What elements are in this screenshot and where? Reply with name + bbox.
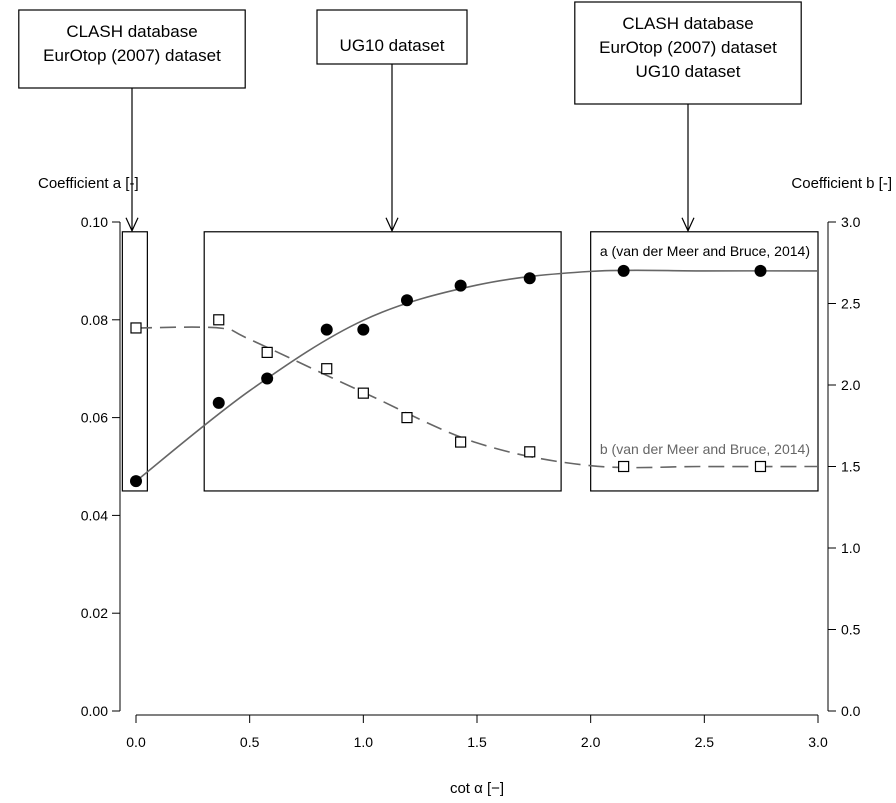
y-left-tick-label: 0.04 [81,507,108,523]
point-b [357,387,369,399]
y-left-tick-label: 0.06 [81,410,108,426]
x-tick-label: 2.5 [695,734,715,750]
y-left-tick-label: 0.08 [81,312,108,328]
x-tick-label: 2.0 [581,734,601,750]
dataset-label: UG10 dataset [340,36,445,55]
curve-b [135,326,819,469]
point-a [617,264,630,277]
dataset-boxes: CLASH database EurOtop (2007) dataset UG10… [18,1,819,492]
curve-b-label: b (van der Meer and Bruce, 2014) [600,441,810,457]
point-a [400,294,413,307]
y-right-tick-label: 0.5 [841,622,861,638]
point-b [754,460,767,473]
y-left-label: Coefficient a [-] [38,175,139,192]
axes [112,221,836,723]
point-b [261,346,273,358]
y-right-tick-label: 1.0 [841,540,861,556]
arrow-head [125,217,139,233]
point-a [523,272,536,285]
data-points [130,264,767,488]
arrow-head [385,217,399,233]
dataset-label: CLASH database [622,14,753,33]
y-right-tick-label: 0.0 [841,703,861,719]
point-a [357,323,370,336]
x-tick-label: 0.0 [126,734,146,750]
point-b [618,460,630,473]
dataset-label: CLASH database [66,22,197,41]
point-b [213,314,225,326]
dataset-box [590,231,819,492]
y-left-tick-label: 0.10 [81,214,108,230]
point-a [754,264,767,277]
tick-labels: 0.00 0.02 0.04 0.06 0.08 0.10 0.0 0.5 1.0 1.5 2.0 2… [81,214,861,750]
point-a [130,475,142,488]
dataset-label-box [574,1,802,105]
y-right-tick-label: 3.0 [841,214,861,230]
curve-a [135,269,819,482]
y-right-tick-label: 2.0 [841,377,861,393]
curve-a-label: a (van der Meer and Bruce, 2014) [600,243,810,259]
dataset-label: EurOtop (2007) dataset [599,38,777,57]
dataset-label-box [18,9,246,89]
point-a [261,372,274,385]
point-b [321,363,333,375]
x-tick-label: 0.5 [240,734,260,750]
point-b [455,436,467,448]
y-right-tick-label: 2.5 [841,296,861,312]
dataset-label: UG10 dataset [636,62,741,81]
point-a [454,279,467,292]
y-right-tick-label: 1.5 [841,459,861,475]
fitted-curves [135,269,819,482]
x-tick-label: 1.0 [354,734,374,750]
point-a [212,396,225,409]
x-tick-label: 1.5 [467,734,487,750]
point-b [524,446,536,458]
dataset-label: EurOtop (2007) dataset [43,46,221,65]
y-right-label: Coefficient b [-] [791,175,892,192]
dataset-box [121,231,148,492]
dataset-box [203,231,562,492]
x-axis-label: cot α [−] [450,780,504,797]
point-a [320,323,333,336]
point-b [130,322,142,334]
dataset-label-box [316,9,468,65]
y-left-tick-label: 0.00 [81,703,108,719]
point-b [401,412,413,424]
x-tick-label: 3.0 [808,734,828,750]
arrow-head [681,217,695,233]
y-left-tick-label: 0.02 [81,605,108,621]
